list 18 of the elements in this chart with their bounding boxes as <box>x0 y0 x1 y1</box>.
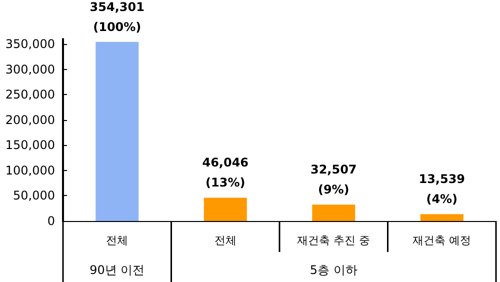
text: 90년 이전 <box>90 263 145 277</box>
y-tick-label: 100,000 <box>5 163 55 178</box>
x-tick-label: 전체 <box>106 234 128 247</box>
y-tick-label: 300,000 <box>5 62 55 76</box>
x-tick-label: 재건축 예정 <box>412 234 472 247</box>
y-tick-label: 200,000 <box>5 112 55 127</box>
data-label: 46,046 (13%) <box>202 156 249 190</box>
y-tick-label: 0 <box>47 214 55 228</box>
data-label: 354,301 (100%) <box>90 0 144 34</box>
x-tick-label: 전체 <box>214 234 236 247</box>
y-tick-label: 350,000 <box>5 37 55 52</box>
text: 5층 이하 <box>310 263 358 277</box>
data-label: 13,539 (4%) <box>418 172 466 206</box>
data-label: 32,507 (9%) <box>310 162 357 197</box>
y-tick-label: 150,000 <box>5 138 55 152</box>
y-tick-label: 50,000 <box>13 188 55 203</box>
y-tick-label: 250,000 <box>5 88 55 102</box>
x-tick-label: 재건축 추진 중 <box>297 234 370 247</box>
